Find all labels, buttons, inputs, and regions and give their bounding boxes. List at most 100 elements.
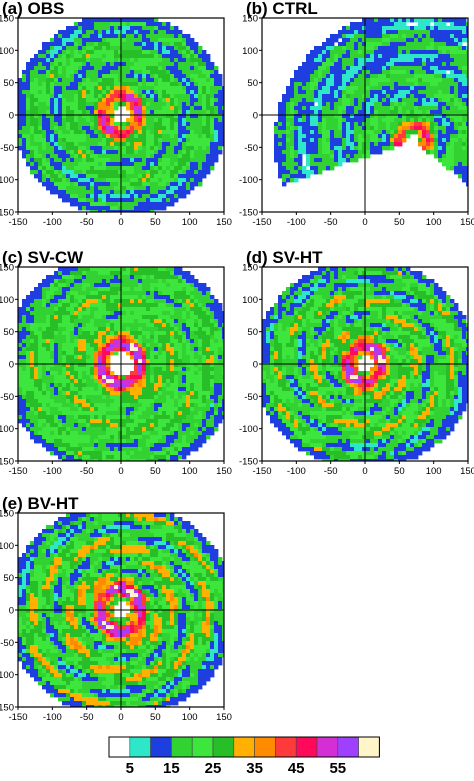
field-cell [142,30,147,35]
field-cell [98,62,103,67]
field-cell [322,46,327,51]
field-cell [434,110,439,115]
field-cell [110,138,115,143]
field-cell [110,311,115,316]
field-cell [38,174,43,179]
field-cell [286,98,291,103]
field-cell [86,134,91,139]
field-cell [194,158,199,163]
field-cell [110,114,115,119]
field-cell [450,78,455,83]
field-cell [174,287,179,292]
field-cell [186,166,191,171]
field-cell [190,106,195,111]
field-cell [326,142,331,147]
field-cell [442,34,447,39]
field-cell [22,110,27,115]
field-cell [442,158,447,163]
field-cell [166,98,171,103]
field-cell [86,170,91,175]
field-cell [398,18,403,23]
field-cell [130,271,135,276]
field-cell [438,62,443,67]
field-cell [194,122,199,127]
field-cell [102,58,107,63]
field-cell [106,50,111,55]
field-cell [70,90,75,95]
field-cell [210,154,215,159]
field-cell [366,106,371,111]
field-cell [90,94,95,99]
field-cell [30,351,35,356]
field-cell [110,327,115,332]
field-cell [154,371,159,376]
field-cell [454,138,459,143]
field-cell [326,90,331,95]
field-cell [138,343,143,348]
field-cell [382,102,387,107]
field-cell [114,206,119,211]
field-cell [170,42,175,47]
field-cell [438,110,443,115]
field-cell [306,134,311,139]
field-cell [358,138,363,143]
field-cell [130,371,135,376]
field-cell [22,335,27,340]
field-cell [362,150,367,155]
field-cell [162,355,167,360]
field-cell [42,78,47,83]
field-cell [110,315,115,320]
field-cell [158,206,163,211]
field-cell [98,295,103,300]
field-cell [166,291,171,296]
field-cell [294,94,299,99]
field-cell [362,18,367,23]
field-cell [126,295,131,300]
field-cell [170,194,175,199]
field-cell [182,178,187,183]
field-cell [346,114,351,119]
field-cell [86,106,91,111]
field-cell [206,307,211,312]
field-cell [374,106,379,111]
field-cell [354,86,359,91]
field-cell [74,319,79,324]
field-cell [142,58,147,63]
field-cell [334,150,339,155]
field-cell [82,202,87,207]
field-cell [158,371,163,376]
field-cell [198,78,203,83]
field-cell [126,299,131,304]
field-cell [186,106,191,111]
field-cell [102,34,107,39]
field-cell [138,90,143,95]
field-cell [282,146,287,151]
field-cell [386,138,391,143]
field-cell [190,74,195,79]
field-cell [70,190,75,195]
field-cell [298,86,303,91]
field-cell [130,114,135,119]
field-cell [318,58,323,63]
field-cell [342,158,347,163]
field-cell [438,146,443,151]
field-cell [94,66,99,71]
field-cell [66,311,71,316]
field-cell [78,26,83,31]
field-cell [402,50,407,55]
field-cell [82,303,87,308]
field-cell [58,367,63,372]
field-cell [186,174,191,179]
field-cell [166,90,171,95]
field-cell [382,114,387,119]
field-cell [162,275,167,280]
field-cell [374,94,379,99]
field-cell [302,70,307,75]
field-cell [178,174,183,179]
field-cell [330,118,335,123]
field-cell [106,198,111,203]
field-cell [402,126,407,131]
field-cell [306,138,311,143]
field-cell [194,62,199,67]
field-cell [358,78,363,83]
